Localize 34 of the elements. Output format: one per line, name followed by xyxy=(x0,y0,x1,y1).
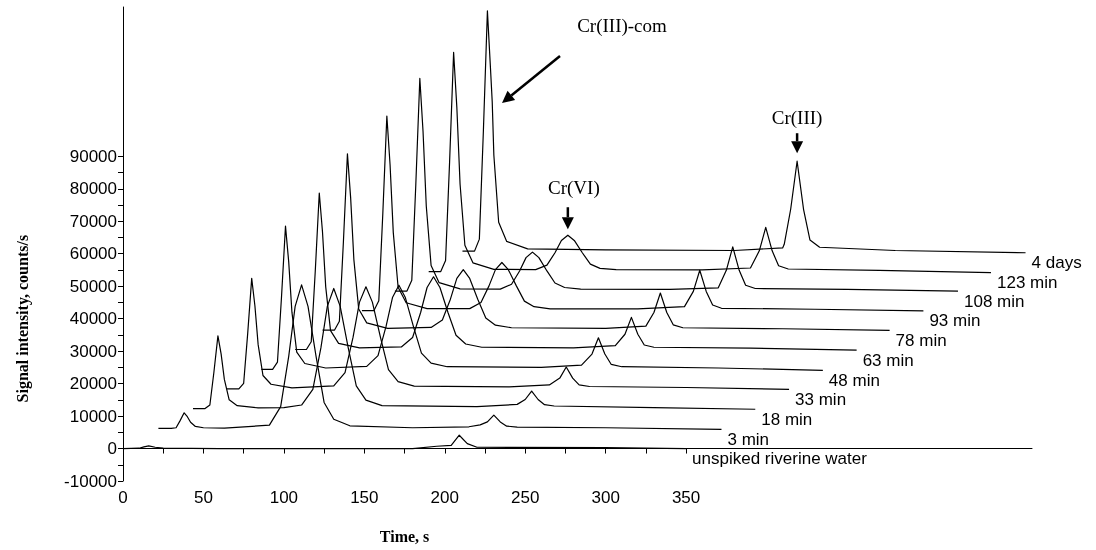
y-tick-label: 10000 xyxy=(69,406,117,426)
y-axis-title: Signal intensity, counts/s xyxy=(13,234,32,403)
y-tick-label: 20000 xyxy=(69,374,117,394)
series-label: 93 min xyxy=(929,311,981,331)
series-label: 108 min xyxy=(963,291,1025,311)
x-tick-label: 200 xyxy=(430,488,459,507)
x-tick-label: 50 xyxy=(193,488,213,507)
series-label: 3 min xyxy=(727,429,770,449)
y-tick-label: 50000 xyxy=(69,276,117,296)
x-tick-label: 350 xyxy=(671,488,701,507)
x-tick-label: 250 xyxy=(511,488,540,507)
y-tick-label: 70000 xyxy=(69,211,117,231)
series-label: 123 min xyxy=(996,273,1058,293)
annotation: Cr(III)-com xyxy=(577,14,668,37)
y-tick-label: 90000 xyxy=(69,146,117,166)
annotation: Cr(III) xyxy=(771,106,823,129)
x-axis-title: Time, s xyxy=(379,527,430,545)
x-tick-label: 150 xyxy=(350,488,379,507)
series-label: 63 min xyxy=(862,350,914,370)
y-tick-label: 60000 xyxy=(69,244,117,264)
annotation: Cr(VI) xyxy=(548,176,600,199)
y-tick-label: 30000 xyxy=(69,341,117,361)
series-label: unspiked riverine water xyxy=(692,449,868,469)
series-label: 4 days xyxy=(1031,253,1082,273)
y-tick-label: 80000 xyxy=(69,179,117,199)
series-label: 33 min xyxy=(795,389,847,409)
y-tick-label: 40000 xyxy=(69,309,117,329)
x-tick-label: 300 xyxy=(591,488,620,507)
x-tick-label: 100 xyxy=(269,488,299,507)
y-tick-label: -10000 xyxy=(64,471,117,491)
y-tick-label: 0 xyxy=(107,439,117,459)
series-label: 18 min xyxy=(761,409,813,429)
series-label: 78 min xyxy=(895,330,947,350)
series-label: 48 min xyxy=(828,370,880,390)
